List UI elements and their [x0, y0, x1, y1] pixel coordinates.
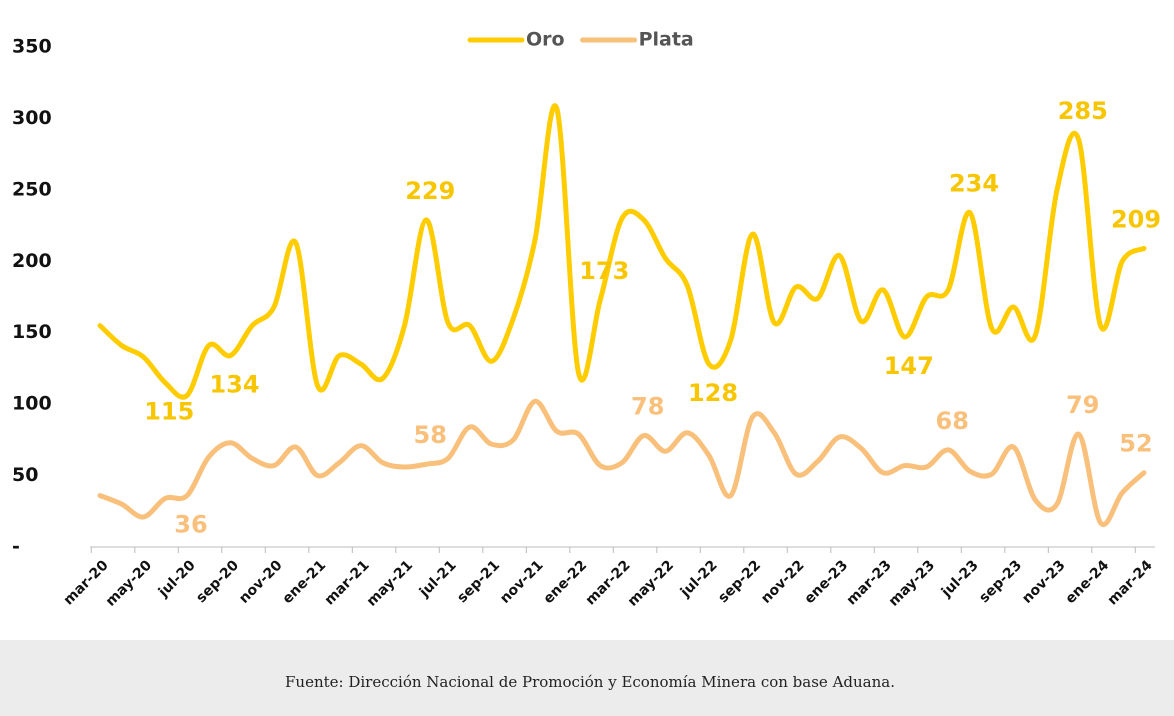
plot-background	[0, 0, 1174, 640]
data-label: 115	[144, 398, 194, 426]
y-tick-label: 50	[12, 464, 38, 486]
data-label: 147	[884, 352, 934, 380]
data-label: 52	[1119, 430, 1152, 458]
line-series	[97, 103, 1147, 400]
y-tick-label: 200	[12, 250, 52, 272]
data-label: 134	[209, 371, 259, 399]
legend-label: Oro	[526, 29, 565, 51]
data-label: 78	[631, 393, 664, 421]
legend-label: Plata	[639, 29, 694, 51]
y-tick-label: 300	[12, 107, 52, 129]
y-tick-label: 350	[12, 36, 52, 58]
y-tick-label: -	[12, 536, 20, 558]
legend: Oro Plata	[467, 29, 694, 51]
data-label: 229	[405, 177, 455, 205]
y-tick-label: 150	[12, 321, 52, 343]
data-label: 209	[1111, 205, 1161, 233]
data-label: 79	[1066, 391, 1099, 419]
data-label: 173	[579, 257, 629, 285]
data-label: 128	[688, 379, 738, 407]
data-label: 58	[414, 421, 447, 449]
footer	[0, 640, 1174, 716]
data-label: 234	[949, 170, 999, 198]
data-label: 68	[936, 407, 969, 435]
y-tick-label: 250	[12, 178, 52, 200]
data-label: 285	[1058, 97, 1108, 125]
source-note: Fuente: Dirección Nacional de Promoción …	[285, 673, 895, 691]
line-series	[97, 398, 1147, 528]
y-tick-label: 100	[12, 393, 52, 415]
data-label: 36	[174, 511, 207, 539]
